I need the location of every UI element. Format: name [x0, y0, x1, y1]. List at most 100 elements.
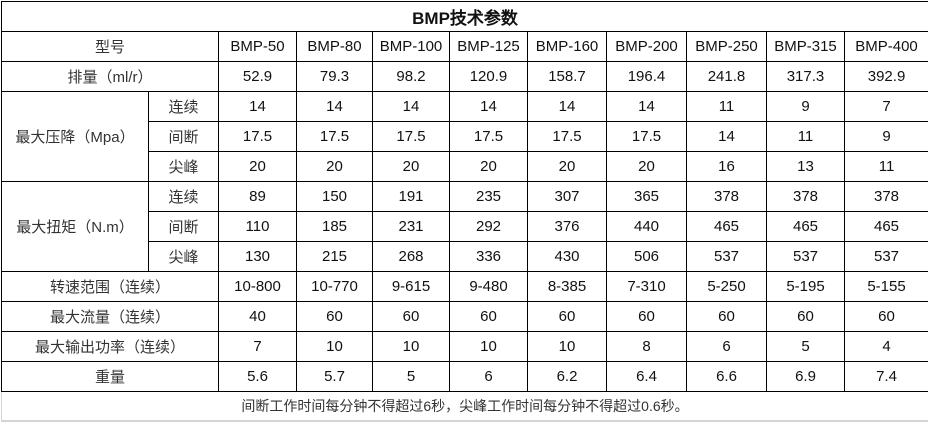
power-row: 最大输出功率（连续） 7 10 10 10 10 8 6 5 4: [1, 331, 928, 362]
value-cell: 158.7: [527, 61, 607, 92]
value-cell: 60: [449, 301, 528, 332]
value-cell: 378: [843, 181, 928, 212]
value-cell: 9-480: [449, 271, 528, 302]
sub-label: 尖峰: [148, 241, 219, 272]
value-cell: 13: [766, 151, 845, 182]
value-cell: 120.9: [449, 61, 528, 92]
value-cell: 60: [843, 301, 928, 332]
title-row: BMP技术参数: [0, 1, 928, 32]
weight-row: 重量 5.6 5.7 5 6 6.2 6.4 6.6 6.9 7.4: [1, 361, 928, 392]
value-cell: 7: [843, 91, 928, 122]
value-cell: 60: [766, 301, 845, 332]
model-cell: BMP-125: [449, 31, 528, 62]
model-cell: BMP-80: [296, 31, 373, 62]
value-cell: 537: [686, 241, 767, 272]
value-cell: 14: [686, 121, 767, 152]
value-cell: 6: [449, 361, 528, 392]
model-cell: BMP-315: [766, 31, 845, 62]
value-cell: 365: [606, 181, 687, 212]
value-cell: 465: [686, 211, 767, 242]
value-cell: 235: [449, 181, 528, 212]
torque-label: 最大扭矩（N.m）: [1, 181, 149, 272]
value-cell: 5: [766, 331, 845, 362]
speed-row: 转速范围（连续） 10-800 10-770 9-615 9-480 8-385…: [1, 271, 928, 302]
model-cell: BMP-160: [527, 31, 607, 62]
table-title: BMP技术参数: [0, 1, 928, 32]
sub-label: 间断: [148, 121, 219, 152]
value-cell: 6.9: [766, 361, 845, 392]
value-cell: 465: [843, 211, 928, 242]
value-cell: 17.5: [606, 121, 687, 152]
value-cell: 10: [296, 331, 373, 362]
footnote: 间断工作时间每分钟不得超过6秒，尖峰工作时间每分钟不得超过0.6秒。: [0, 391, 928, 422]
sub-label: 尖峰: [148, 151, 219, 182]
value-cell: 9: [843, 121, 928, 152]
value-cell: 130: [218, 241, 297, 272]
value-cell: 185: [296, 211, 373, 242]
value-cell: 336: [449, 241, 528, 272]
value-cell: 89: [218, 181, 297, 212]
value-cell: 79.3: [296, 61, 373, 92]
value-cell: 14: [449, 91, 528, 122]
value-cell: 241.8: [686, 61, 767, 92]
value-cell: 98.2: [372, 61, 450, 92]
value-cell: 7: [218, 331, 297, 362]
value-cell: 9: [766, 91, 845, 122]
value-cell: 376: [527, 211, 607, 242]
value-cell: 231: [372, 211, 450, 242]
value-cell: 465: [766, 211, 845, 242]
speed-label: 转速范围（连续）: [1, 271, 219, 302]
value-cell: 440: [606, 211, 687, 242]
model-cell: BMP-250: [686, 31, 767, 62]
value-cell: 20: [218, 151, 297, 182]
value-cell: 14: [527, 91, 607, 122]
value-cell: 6: [686, 331, 767, 362]
value-cell: 5-250: [686, 271, 767, 302]
value-cell: 5-195: [766, 271, 845, 302]
value-cell: 14: [218, 91, 297, 122]
value-cell: 215: [296, 241, 373, 272]
torque-row-continuous: 最大扭矩（N.m） 连续 89 150 191 235 307 365 378 …: [1, 181, 928, 272]
value-cell: 17.5: [527, 121, 607, 152]
value-cell: 191: [372, 181, 450, 212]
value-cell: 5-155: [843, 271, 928, 302]
value-cell: 196.4: [606, 61, 687, 92]
value-cell: 14: [372, 91, 450, 122]
value-cell: 317.3: [766, 61, 845, 92]
value-cell: 52.9: [218, 61, 297, 92]
value-cell: 60: [527, 301, 607, 332]
pressure-label: 最大压降（Mpa）: [1, 91, 149, 182]
value-cell: 20: [449, 151, 528, 182]
value-cell: 10-770: [296, 271, 373, 302]
value-cell: 10: [449, 331, 528, 362]
value-cell: 11: [766, 121, 845, 152]
value-cell: 430: [527, 241, 607, 272]
displacement-label: 排量（ml/r）: [1, 61, 219, 92]
value-cell: 6.2: [527, 361, 607, 392]
model-label: 型号: [1, 31, 219, 62]
model-cell: BMP-100: [372, 31, 450, 62]
value-cell: 150: [296, 181, 373, 212]
flow-row: 最大流量（连续） 40 60 60 60 60 60 60 60 60: [1, 301, 928, 332]
sub-label: 连续: [148, 181, 219, 212]
flow-label: 最大流量（连续）: [1, 301, 219, 332]
pressure-row-continuous: 最大压降（Mpa） 连续 14 14 14 14 14 14 11 9 7: [1, 91, 928, 182]
value-cell: 60: [686, 301, 767, 332]
value-cell: 60: [296, 301, 373, 332]
value-cell: 378: [686, 181, 767, 212]
model-row: 型号 BMP-50 BMP-80 BMP-100 BMP-125 BMP-160…: [1, 31, 928, 62]
value-cell: 392.9: [843, 61, 928, 92]
value-cell: 506: [606, 241, 687, 272]
value-cell: 14: [296, 91, 373, 122]
value-cell: 16: [686, 151, 767, 182]
model-cell: BMP-400: [843, 31, 928, 62]
value-cell: 17.5: [449, 121, 528, 152]
value-cell: 5.7: [296, 361, 373, 392]
value-cell: 20: [372, 151, 450, 182]
sub-label: 连续: [148, 91, 219, 122]
value-cell: 6.4: [606, 361, 687, 392]
value-cell: 7.4: [843, 361, 928, 392]
value-cell: 8: [606, 331, 687, 362]
value-cell: 307: [527, 181, 607, 212]
